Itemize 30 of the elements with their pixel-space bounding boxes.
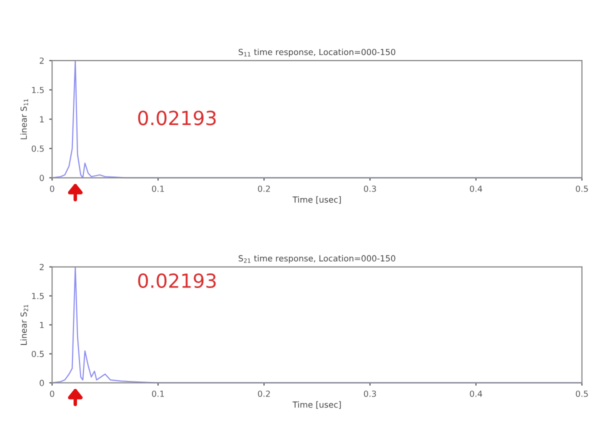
x-tick-label: 0.1 bbox=[152, 390, 164, 397]
y-tick-label: 0 bbox=[40, 380, 44, 386]
y-tick-label: 0 bbox=[40, 174, 44, 182]
x-axis-title: Time [usec] bbox=[292, 401, 341, 409]
x-tick-label: 0.1 bbox=[152, 186, 164, 192]
x-tick-label: 0.5 bbox=[576, 186, 588, 192]
x-tick-label: 0.2 bbox=[258, 390, 270, 397]
y-tick-label: 1.5 bbox=[32, 292, 44, 300]
x-tick-label: 0 bbox=[50, 186, 54, 192]
chart-title: S$_{11}$ time response, Location=000-150 bbox=[238, 48, 396, 57]
x-tick-label: 0.2 bbox=[258, 186, 270, 192]
chart-title: S$_{21}$ time response, Location=000-150 bbox=[238, 255, 396, 264]
x-tick-label: 0.5 bbox=[576, 390, 588, 397]
y-axis-title: Linear S$_{11}$ bbox=[20, 99, 28, 140]
y-tick-label: 1.5 bbox=[32, 86, 44, 94]
y-tick-label: 1 bbox=[40, 116, 44, 122]
x-tick-label: 0 bbox=[50, 390, 54, 397]
x-tick-label: 0.4 bbox=[470, 390, 482, 397]
y-tick-label: 0.5 bbox=[32, 145, 44, 152]
y-tick-label: 0.5 bbox=[32, 350, 44, 358]
x-tick-label: 0.3 bbox=[364, 186, 376, 192]
y-tick-label: 1 bbox=[40, 322, 44, 328]
x-tick-label: 0.3 bbox=[364, 390, 376, 397]
annotation: 0.02193 bbox=[138, 273, 216, 288]
y-tick-label: 2 bbox=[40, 264, 44, 270]
y-axis-title: Linear S$_{21}$ bbox=[20, 304, 28, 345]
y-tick-label: 2 bbox=[40, 58, 44, 64]
x-axis-title: Time [usec] bbox=[292, 196, 341, 204]
x-tick-label: 0.4 bbox=[470, 186, 482, 192]
annotation: 0.02193 bbox=[138, 110, 216, 126]
